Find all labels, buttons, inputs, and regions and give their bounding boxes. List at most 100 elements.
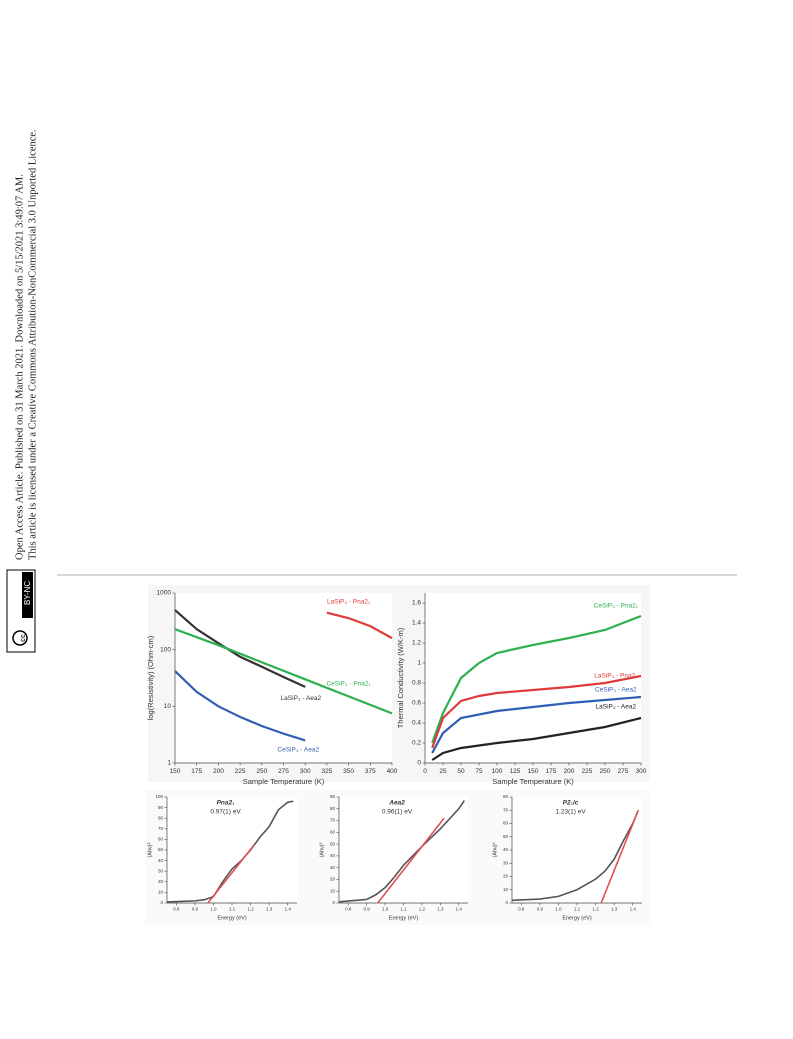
series-line (377, 817, 445, 904)
y-tick-label: 20 (158, 879, 164, 884)
series-line (431, 674, 642, 749)
series-line (431, 716, 642, 761)
x-tick-label: 0.9 (537, 907, 544, 912)
y-axis-label: log(Resistivity) (Ohm-cm) (146, 635, 155, 720)
x-axis-label: Energy (eV) (217, 915, 247, 921)
x-tick-label: 225 (582, 768, 593, 775)
y-tick-label: 60 (158, 837, 164, 842)
y-tick-label: 50 (158, 847, 164, 852)
y-tick-label: 80 (158, 815, 164, 820)
x-tick-label: 1.2 (592, 907, 599, 912)
x-tick-label: 75 (475, 768, 483, 775)
panel-title: Pna2₁ (217, 800, 235, 807)
x-tick-label: 1.3 (437, 907, 444, 912)
panel-annotation: 0.96(1) eV (382, 809, 413, 816)
x-tick-label: 225 (235, 768, 246, 775)
x-tick-label: 50 (457, 768, 465, 775)
y-tick-label: 100 (160, 646, 171, 653)
badge-fill (22, 572, 33, 618)
x-tick-label: 200 (564, 768, 575, 775)
series-line (174, 628, 393, 715)
x-tick-label: 250 (256, 768, 267, 775)
y-tick-label: 30 (330, 865, 336, 870)
y-tick-label: 40 (503, 847, 509, 852)
y-tick-label: 40 (330, 853, 336, 858)
x-tick-label: 1.3 (611, 907, 618, 912)
x-tick-label: 1.2 (419, 907, 426, 912)
x-tick-label: 150 (528, 768, 539, 775)
cc-text: cc (20, 634, 27, 642)
y-tick-label: 0 (417, 760, 421, 767)
y-axis-label: Thermal Conductivity (W/K-m) (396, 627, 405, 728)
panel-annotation: 0.97(1) eV (210, 809, 241, 816)
x-axis-label: Sample Temperature (K) (492, 777, 574, 786)
series-label: LaSiP₃ - Pna2₁ (327, 598, 371, 605)
plot-area (512, 797, 642, 903)
x-tick-label: 0.9 (192, 907, 199, 912)
series-label: CeSiP₃ - Pna2₁ (594, 603, 639, 610)
plot-area (339, 797, 468, 903)
y-tick-label: 50 (503, 834, 509, 839)
x-tick-label: 125 (510, 768, 521, 775)
series-label: CeSiP₃ - Aea2 (595, 687, 637, 694)
y-tick-label: 80 (330, 806, 336, 811)
y-tick-label: 1.6 (412, 600, 421, 607)
license-badge: BY-NC cc (6, 569, 36, 653)
badge-text: BY-NC (23, 581, 32, 605)
x-axis-label: Energy (eV) (389, 915, 419, 921)
x-tick-label: 1.1 (574, 907, 581, 912)
series-line (600, 809, 640, 904)
y-tick-label: 10 (158, 890, 164, 895)
x-tick-label: 0 (423, 768, 427, 775)
x-tick-label: 150 (170, 768, 181, 775)
y-tick-label: 1.2 (412, 640, 421, 647)
series-line (511, 809, 640, 902)
x-tick-label: 1.2 (247, 907, 254, 912)
y-tick-label: 90 (330, 794, 336, 799)
series-line (338, 800, 465, 903)
x-tick-label: 1.0 (555, 907, 562, 912)
y-tick-label: 30 (158, 868, 164, 873)
y-tick-label: 40 (158, 858, 164, 863)
x-tick-label: 375 (365, 768, 376, 775)
y-tick-label: 0 (332, 900, 335, 905)
series-line (431, 614, 642, 744)
y-tick-label: 0.6 (412, 700, 421, 707)
x-tick-label: 200 (213, 768, 224, 775)
y-axis-label: (Ahν)² (319, 842, 325, 857)
y-tick-label: 0 (160, 900, 163, 905)
y-tick-label: 1000 (157, 590, 172, 597)
x-tick-label: 1.4 (285, 907, 292, 912)
series-line (174, 609, 306, 688)
series-line (431, 695, 642, 754)
y-tick-label: 70 (330, 818, 336, 823)
y-tick-label: 50 (330, 841, 336, 846)
y-axis-label: (Ahν)² (492, 842, 498, 857)
x-tick-label: 175 (546, 768, 557, 775)
x-tick-label: 1.1 (400, 907, 407, 912)
x-tick-label: 0.8 (518, 907, 525, 912)
panel-title: P2₁/c (563, 800, 579, 807)
x-tick-label: 300 (636, 768, 647, 775)
sidebar: Open Access Article. Published on 31 Mar… (14, 129, 38, 560)
sidebar-line: Open Access Article. Published on 31 Mar… (14, 174, 25, 560)
x-tick-label: 1.3 (266, 907, 273, 912)
x-tick-label: 0.9 (364, 907, 371, 912)
y-tick-label: 0 (505, 900, 508, 905)
series-line (326, 611, 393, 640)
x-tick-label: 1.4 (630, 907, 637, 912)
y-tick-label: 1 (167, 760, 171, 767)
y-tick-label: 10 (503, 887, 509, 892)
y-tick-label: 60 (503, 821, 509, 826)
x-tick-label: 275 (278, 768, 289, 775)
x-tick-label: 325 (321, 768, 332, 775)
y-tick-label: 0.8 (412, 680, 421, 687)
series-line (207, 844, 255, 904)
y-tick-label: 70 (158, 826, 164, 831)
y-tick-label: 90 (158, 805, 164, 810)
y-tick-label: 100 (155, 794, 163, 799)
series-label: LaSiP₃ - Aea2 (596, 704, 637, 711)
y-tick-label: 1 (417, 660, 421, 667)
sidebar-line: This article is licensed under a Creativ… (27, 129, 38, 560)
y-axis-label: (Ahν)² (147, 842, 153, 857)
